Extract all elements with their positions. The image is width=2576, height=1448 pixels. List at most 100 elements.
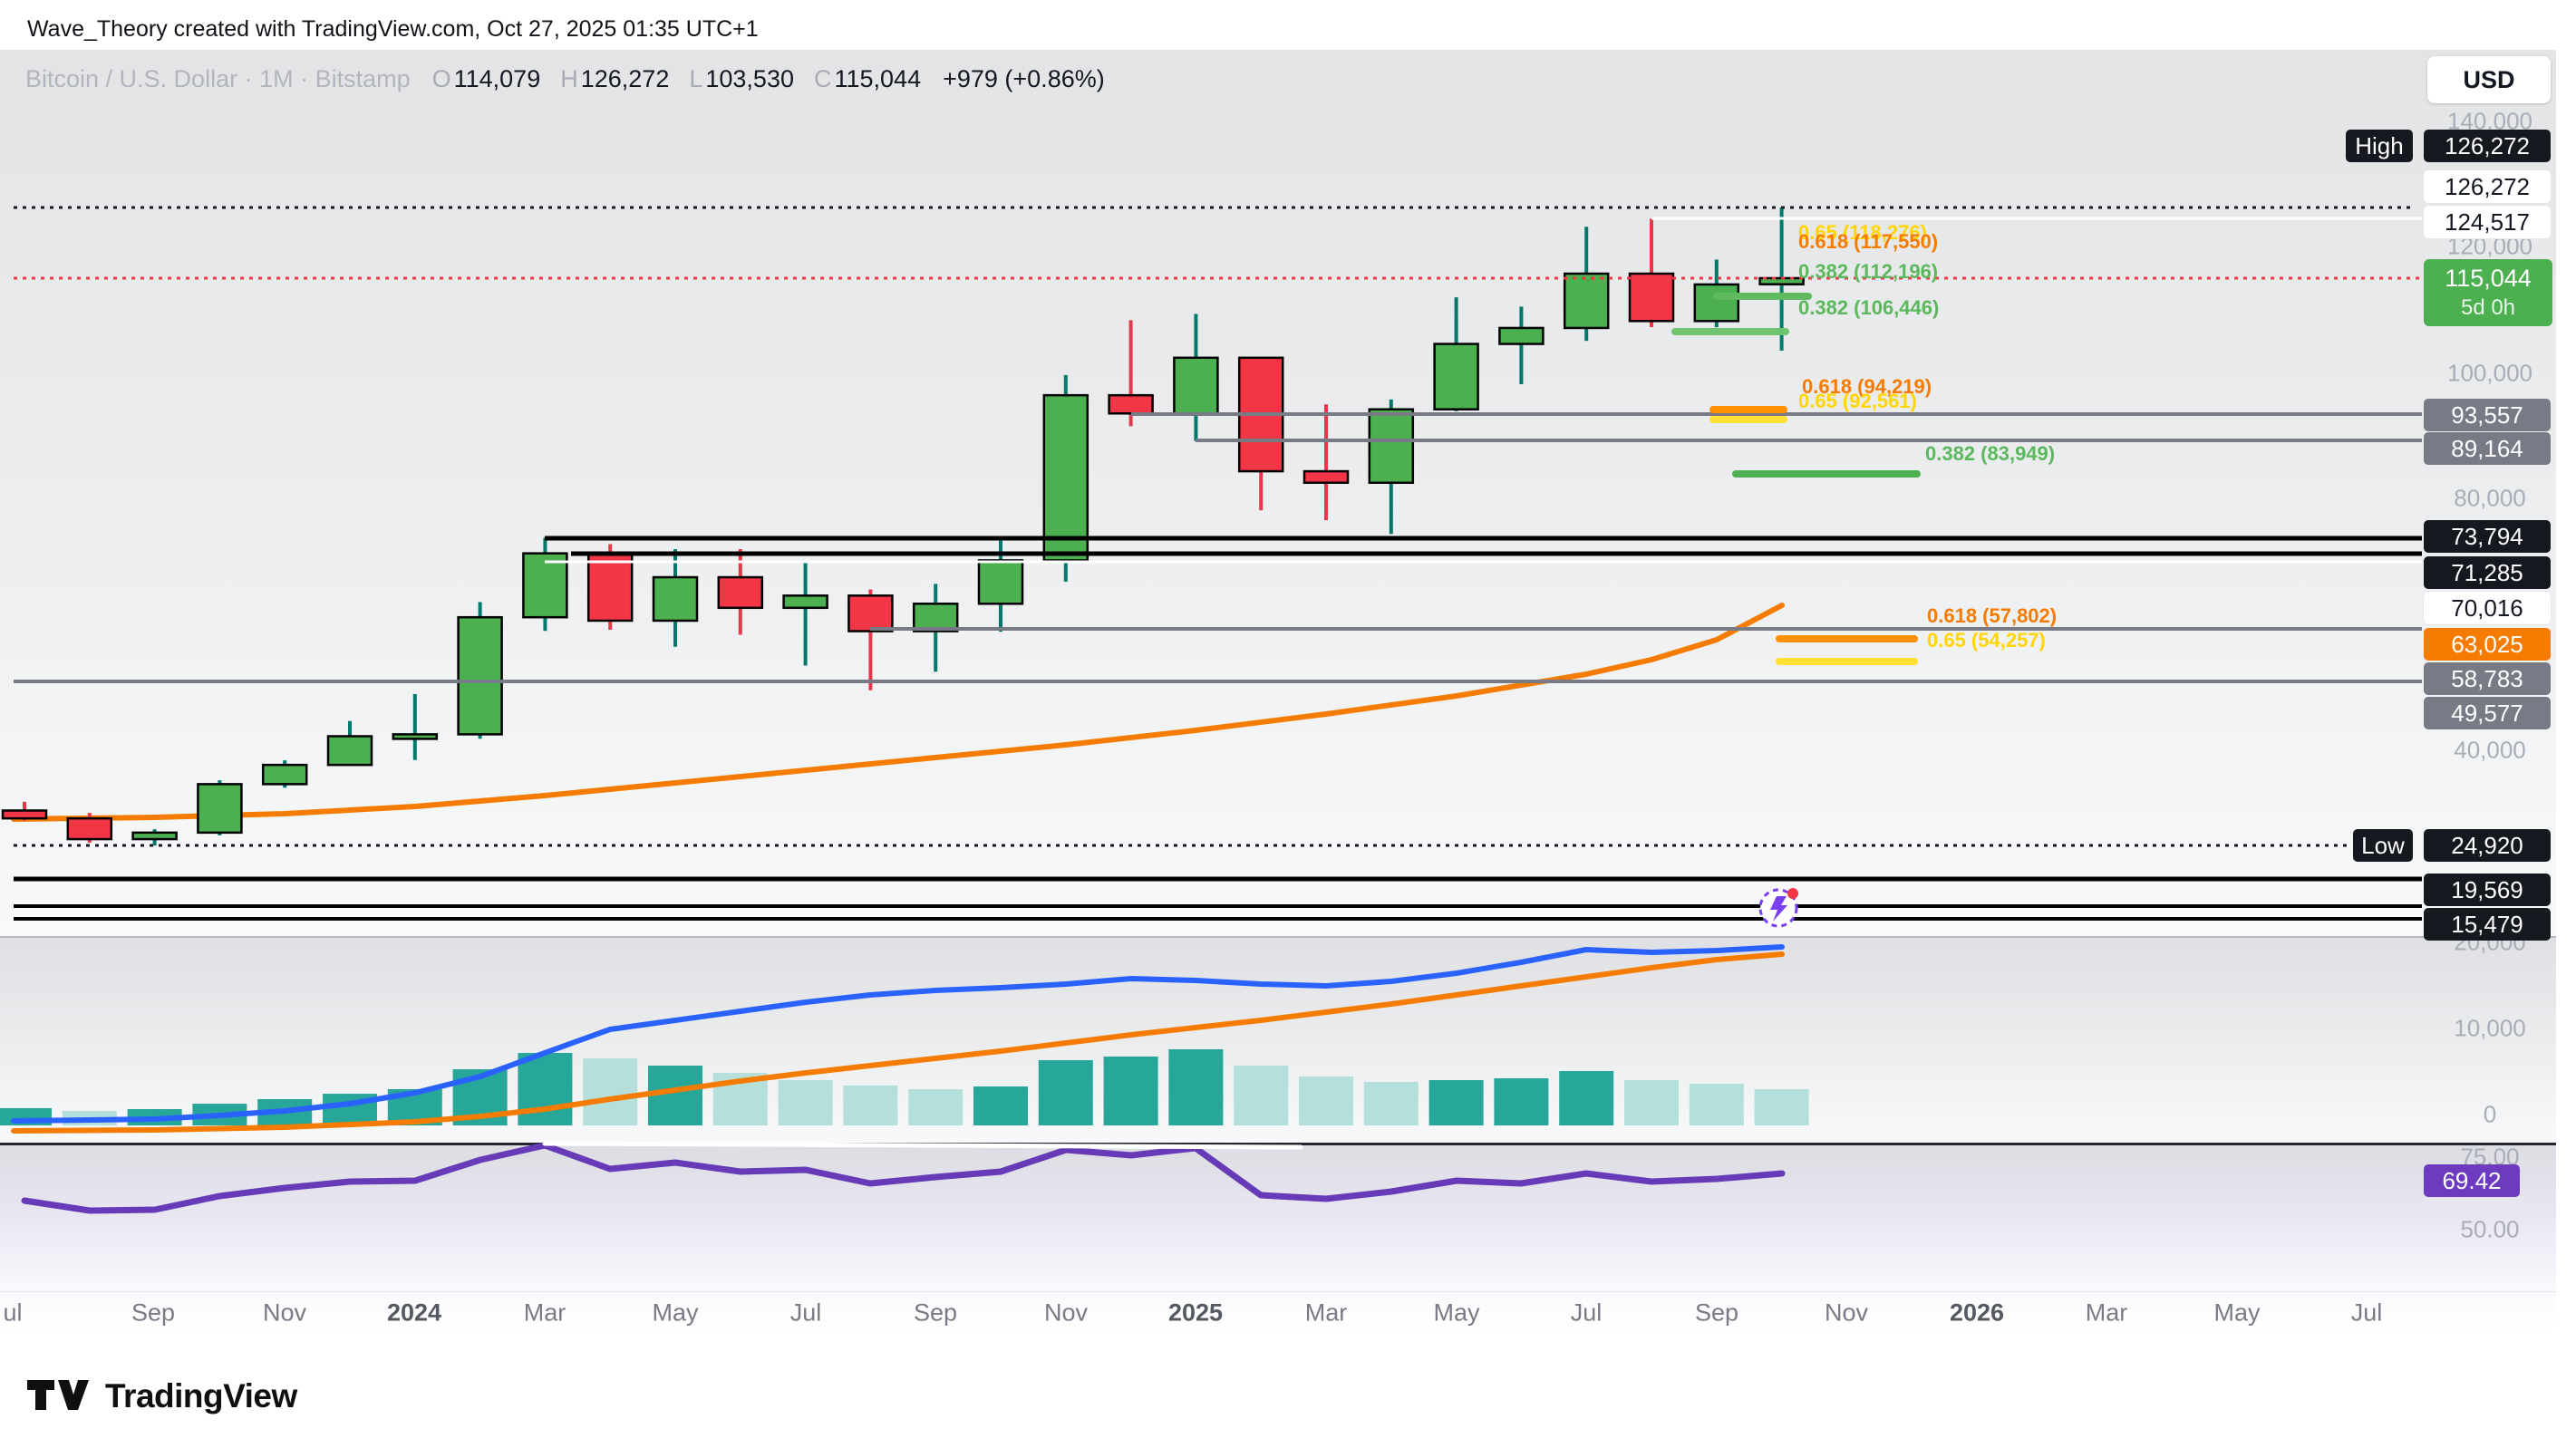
time-label: Jul — [1570, 1298, 1603, 1327]
high-marker-value: 126,272 — [2424, 130, 2551, 162]
time-label: 2024 — [386, 1298, 442, 1327]
volume-bar — [583, 1057, 638, 1125]
candle-body — [326, 735, 373, 767]
symbol-title[interactable]: Bitcoin / U.S. Dollar · 1M · Bitstamp — [25, 65, 411, 92]
candle-body — [392, 733, 439, 740]
time-label: May — [2213, 1298, 2261, 1327]
price-tick: 0 — [2483, 1100, 2497, 1128]
price-badge: 126,272 — [2424, 170, 2551, 203]
price-badge: 71,285 — [2424, 556, 2551, 589]
tradingview-logo-text: TradingView — [105, 1377, 297, 1414]
time-label: Sep — [1694, 1298, 1739, 1327]
price-badge: 19,569 — [2424, 874, 2551, 906]
low-marker-label: Low — [2353, 829, 2413, 862]
candle-body — [66, 816, 113, 841]
candle-body — [717, 575, 764, 610]
price-badge: 73,794 — [2424, 520, 2551, 553]
candle-body — [197, 783, 243, 835]
time-label: May — [652, 1298, 699, 1327]
bar-countdown: 5d 0h — [2460, 294, 2516, 320]
price-badge: 69.42 — [2424, 1164, 2520, 1197]
time-label: Nov — [1043, 1298, 1089, 1327]
price-badge: 70,016 — [2424, 592, 2551, 624]
volume-bar — [1559, 1071, 1614, 1125]
volume-bar — [1689, 1083, 1744, 1125]
volume-bar — [1428, 1080, 1484, 1125]
event-notification-dot — [1787, 888, 1798, 899]
fib-label: 0.65 (92,561) — [1798, 390, 1917, 412]
price-tick: 10,000 — [2454, 1014, 2526, 1042]
attribution-text: Wave_Theory created with TradingView.com… — [27, 16, 759, 42]
pane-separator[interactable] — [0, 1143, 2556, 1145]
candle-body — [782, 594, 828, 610]
last-price-value: 115,044 — [2445, 265, 2532, 293]
time-label: Mar — [2085, 1298, 2128, 1327]
volume-bar — [1038, 1059, 1093, 1125]
volume-bar — [648, 1066, 702, 1125]
time-axis-border — [0, 1291, 2556, 1292]
candle-body — [1368, 408, 1415, 485]
fib-label: 0.382 (106,446) — [1798, 296, 1940, 319]
indicator-line-blue — [11, 944, 1785, 1124]
lightning-icon — [1770, 896, 1787, 922]
last-price-badge: 115,044 5d 0h — [2424, 259, 2552, 326]
volume-bar — [1363, 1082, 1419, 1125]
fib-label: 0.382 (112,196) — [1798, 260, 1939, 283]
time-label: 2026 — [1949, 1298, 2005, 1327]
volume-bar — [518, 1052, 573, 1125]
time-label: Sep — [913, 1298, 958, 1327]
volume-bar — [1754, 1088, 1809, 1125]
price-badge: 63,025 — [2424, 628, 2551, 661]
candle-body — [1433, 343, 1479, 410]
rsi-line — [21, 1142, 1786, 1214]
price-tick: 40,000 — [2454, 736, 2526, 764]
candle-body — [457, 615, 503, 736]
candle-body — [977, 559, 1024, 605]
candle-body — [1108, 393, 1154, 415]
ohlc-c: C 115,044 — [813, 65, 922, 92]
volume-bar — [1299, 1076, 1353, 1125]
price-badge: 49,577 — [2424, 697, 2551, 729]
fib-label: 0.65 (118,276) — [1798, 221, 1927, 244]
tradingview-logo[interactable]: TradingView — [27, 1376, 297, 1417]
low-marker-value: 24,920 — [2424, 829, 2551, 862]
indicator-line-orange — [11, 951, 1785, 1134]
candle-body — [1628, 272, 1675, 323]
time-label: Jul — [2350, 1298, 2383, 1327]
candle-body — [1, 809, 48, 820]
price-tick: 80,000 — [2454, 484, 2526, 512]
volume-bar — [973, 1086, 1028, 1125]
currency-toggle-button[interactable]: USD — [2427, 56, 2551, 103]
candle-body — [261, 763, 308, 786]
high-marker-label: High — [2346, 130, 2413, 162]
candle-body — [522, 552, 568, 619]
candle-body — [1498, 326, 1545, 345]
time-label: ul — [3, 1298, 23, 1327]
time-label: Sep — [131, 1298, 176, 1327]
rsi-white-trendline — [542, 1141, 1303, 1150]
candle-body — [131, 831, 178, 841]
price-tick: 50.00 — [2460, 1215, 2520, 1243]
candle-body — [652, 575, 699, 623]
tradingview-logo-icon — [27, 1380, 89, 1410]
time-label: Mar — [523, 1298, 567, 1327]
time-label: 2025 — [1167, 1298, 1224, 1327]
volume-bar — [843, 1085, 898, 1125]
volume-bar — [1168, 1048, 1224, 1125]
time-label: Nov — [262, 1298, 307, 1327]
candle-body — [912, 603, 959, 632]
pane-separator[interactable] — [0, 936, 2556, 938]
time-label: Jul — [789, 1298, 822, 1327]
volume-bar — [1624, 1080, 1679, 1125]
price-badge: 58,783 — [2424, 662, 2551, 695]
volume-bar — [1234, 1066, 1289, 1125]
main-pane-background — [0, 50, 2556, 938]
volume-bar — [1103, 1056, 1158, 1125]
candle-body — [1303, 469, 1350, 485]
time-label: Nov — [1824, 1298, 1869, 1327]
candle-body — [1693, 283, 1740, 323]
fib-label: 0.618 (94,219) — [1802, 375, 1932, 398]
